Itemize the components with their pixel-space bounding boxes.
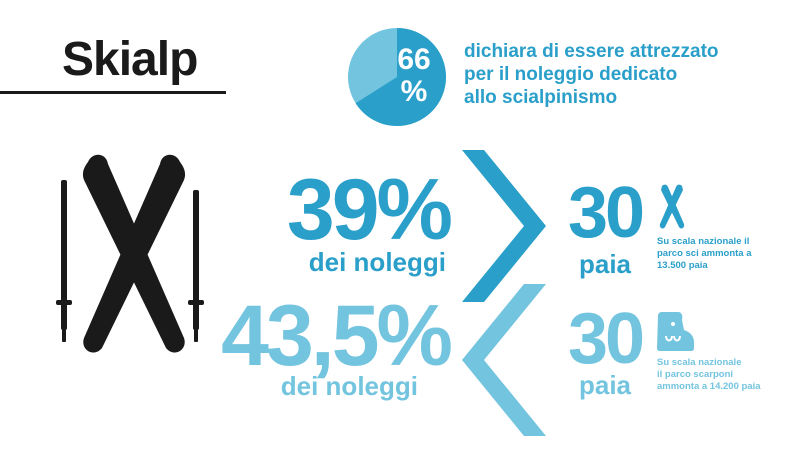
note-line: il parco scarponi [657,369,734,380]
count-boots: 30 [567,299,645,379]
chevron-divider [462,150,546,436]
note-line: ammonta a 14.200 paia [657,381,761,392]
note-boots: Su scala nazionale il parco scarponi amm… [657,357,781,393]
note-ski: Su scala nazionale il parco sci ammonta … [657,236,767,272]
ski-boot-icon [657,312,694,351]
note-line: Su scala nazionale il [657,236,750,247]
crossed-skis-with-poles-icon [56,154,204,353]
pie-caption-line: dichiara di essere attrezzato [464,41,719,62]
count-ski: 30 [567,173,645,253]
stat-subtitle-boots: dei noleggi [280,371,418,401]
pie-caption: dichiara di essere attrezzato per il nol… [464,40,784,109]
unit-boots: paia [578,370,632,400]
percentage-pie-chart [348,28,446,126]
pie-percent-number: 66 [397,43,431,76]
note-line: Su scala nazionale [657,357,742,368]
stat-percent-ski: 39% [286,162,453,258]
chevron-left-icon [462,284,546,436]
chevron-right-icon [462,150,546,302]
unit-ski: paia [578,249,632,279]
pie-caption-line: per il noleggio dedicato [464,64,678,85]
note-line: 13.500 paia [657,260,708,271]
pie-filled-slice [355,28,446,126]
pie-percent-sign: % [400,75,428,108]
pie-percent-label: 66% [387,44,441,108]
stat-percent-boots: 43,5% [221,288,453,384]
pie-caption-line: allo scialpinismo [464,87,618,108]
title-underline [0,91,226,94]
stat-subtitle-ski: dei noleggi [308,247,446,277]
note-line: parco sci ammonta a [657,248,752,259]
ski-icon [659,184,685,229]
page-title: Skialp [62,33,198,86]
